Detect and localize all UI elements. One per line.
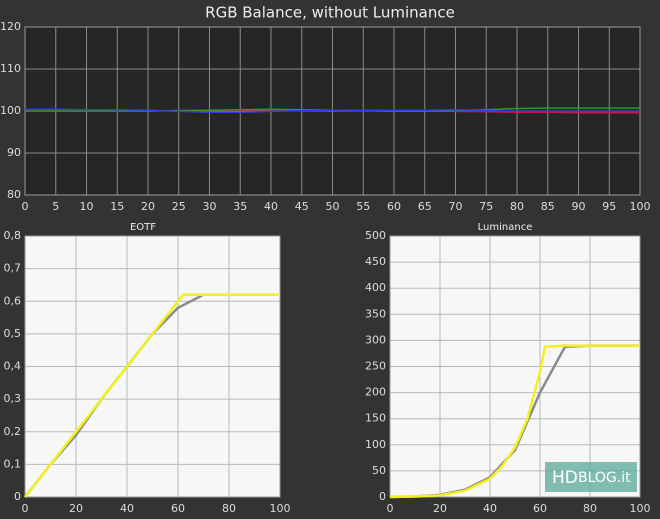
series-line xyxy=(25,108,640,114)
plot-frame xyxy=(389,235,641,498)
x-tick-label: 40 xyxy=(120,502,134,515)
chart-title: EOTF xyxy=(130,222,156,233)
y-tick-label: 300 xyxy=(365,333,386,346)
x-tick-label: 100 xyxy=(630,502,651,515)
y-tick-label: 120 xyxy=(0,20,21,33)
x-tick-label: 0 xyxy=(22,200,29,213)
x-tick-label: 80 xyxy=(583,502,597,515)
x-tick-label: 20 xyxy=(141,200,155,213)
x-tick-label: 75 xyxy=(479,200,493,213)
y-tick-label: 350 xyxy=(365,307,386,320)
series-line xyxy=(24,293,280,498)
plot-frame xyxy=(24,235,281,498)
x-tick-label: 60 xyxy=(171,502,185,515)
chart-title: RGB Balance, without Luminance xyxy=(205,4,455,22)
x-tick-label: 65 xyxy=(418,200,432,213)
y-tick-label: 0,3 xyxy=(4,392,22,405)
x-tick-label: 20 xyxy=(433,502,447,515)
y-tick-label: 110 xyxy=(0,62,21,75)
x-tick-label: 55 xyxy=(356,200,370,213)
x-tick-label: 40 xyxy=(483,502,497,515)
x-tick-label: 100 xyxy=(630,200,651,213)
watermark-box xyxy=(545,462,637,492)
x-tick-label: 10 xyxy=(80,200,94,213)
x-tick-label: 85 xyxy=(541,200,555,213)
y-tick-label: 500 xyxy=(365,229,386,242)
y-tick-label: 100 xyxy=(365,438,386,451)
x-tick-label: 60 xyxy=(533,502,547,515)
y-tick-label: 400 xyxy=(365,281,386,294)
y-tick-label: 80 xyxy=(7,188,21,201)
x-tick-label: 5 xyxy=(52,200,59,213)
x-tick-label: 15 xyxy=(110,200,124,213)
x-tick-label: 25 xyxy=(172,200,186,213)
x-tick-label: 70 xyxy=(449,200,463,213)
y-tick-label: 0,8 xyxy=(4,229,22,242)
watermark-suffix: BLOG.it xyxy=(578,470,631,486)
y-tick-label: 90 xyxy=(7,146,21,159)
series-line xyxy=(389,344,640,499)
x-tick-label: 45 xyxy=(295,200,309,213)
y-tick-label: 450 xyxy=(365,255,386,268)
y-tick-label: 0,2 xyxy=(4,425,22,438)
x-tick-label: 100 xyxy=(270,502,291,515)
x-tick-label: 20 xyxy=(69,502,83,515)
x-tick-label: 40 xyxy=(264,200,278,213)
y-tick-label: 0,5 xyxy=(4,327,22,340)
y-tick-label: 0 xyxy=(14,490,21,503)
y-tick-label: 0,4 xyxy=(4,360,22,373)
x-tick-label: 0 xyxy=(22,502,29,515)
x-tick-label: 35 xyxy=(233,200,247,213)
y-tick-label: 50 xyxy=(372,464,386,477)
y-tick-label: 0,1 xyxy=(4,457,22,470)
x-tick-label: 0 xyxy=(387,502,394,515)
y-tick-label: 250 xyxy=(365,360,386,373)
x-tick-label: 80 xyxy=(222,502,236,515)
y-tick-label: 0,7 xyxy=(4,262,22,275)
watermark-brand: HD xyxy=(552,468,578,488)
y-tick-label: 150 xyxy=(365,412,386,425)
chart-title: Luminance xyxy=(478,222,533,233)
x-tick-label: 80 xyxy=(510,200,524,213)
x-tick-label: 60 xyxy=(387,200,401,213)
y-tick-label: 200 xyxy=(365,386,386,399)
y-tick-label: 0 xyxy=(379,490,386,503)
x-tick-label: 90 xyxy=(572,200,586,213)
y-tick-label: 0,6 xyxy=(4,294,22,307)
y-tick-label: 100 xyxy=(0,104,21,117)
x-tick-label: 50 xyxy=(326,200,340,213)
x-tick-label: 30 xyxy=(203,200,217,213)
x-tick-label: 95 xyxy=(602,200,616,213)
